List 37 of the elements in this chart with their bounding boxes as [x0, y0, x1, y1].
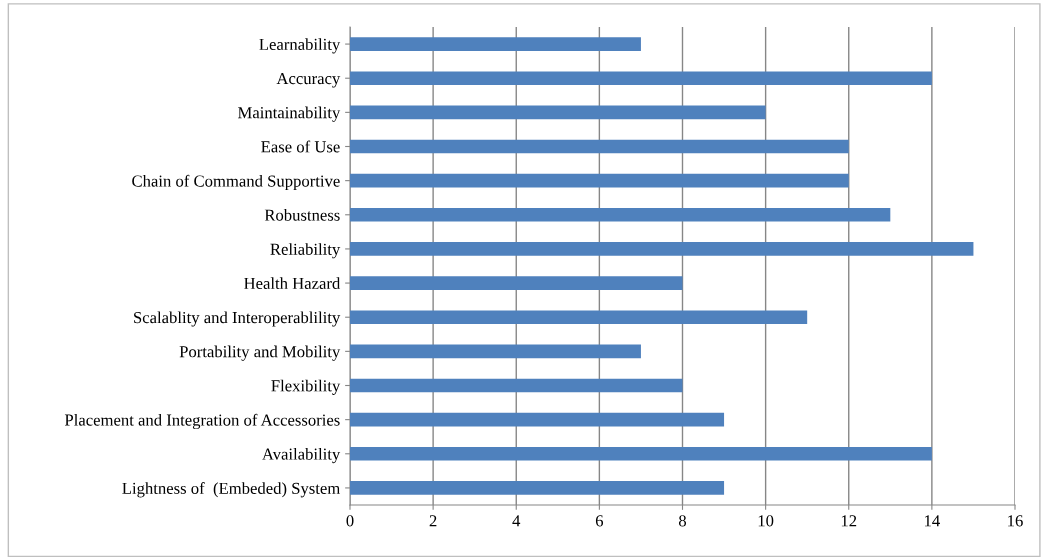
bar: [350, 344, 641, 359]
bar: [350, 310, 808, 325]
x-tick-label: 0: [346, 515, 354, 527]
y-tick-label: Scalablity and Interoperablility: [134, 311, 341, 327]
y-tick-label: Portability and Mobility: [179, 345, 341, 361]
x-tick-label: 6: [595, 515, 604, 527]
y-tick-label: Accuracy: [276, 72, 341, 88]
y-tick-label: Robustness: [264, 209, 340, 221]
y-tick-label: Learnability: [259, 38, 341, 54]
y-tick-label: Lightness of (Embeded) System: [122, 482, 341, 498]
y-tick-label: Placement and Integration of Accessories: [64, 413, 340, 430]
bar: [350, 173, 849, 188]
y-tick-label: Availability: [262, 448, 341, 464]
y-tick-label: Maintainability: [238, 106, 341, 122]
y-tick-label: Flexibility: [271, 379, 341, 395]
x-tick-label: 8: [678, 515, 687, 527]
bar: [350, 37, 641, 51]
bar: [350, 71, 932, 86]
y-tick-label: Chain of Command Supportive: [132, 174, 340, 191]
y-tick-label: Ease of Use: [261, 140, 340, 153]
bar: [350, 412, 725, 427]
x-tick-label: 14: [925, 515, 940, 527]
bar: [350, 446, 932, 461]
x-tick-label: 2: [429, 515, 437, 527]
bar: [350, 105, 766, 120]
bar: [350, 242, 974, 256]
x-tick-label: 12: [841, 515, 857, 527]
bar: [350, 207, 891, 222]
bar: [350, 139, 849, 154]
bar: [350, 481, 725, 495]
bar: [350, 276, 683, 290]
x-tick-label: 4: [512, 515, 521, 527]
y-tick-label: Health Hazard: [244, 277, 341, 290]
y-tick-label: Reliability: [270, 243, 341, 259]
x-tick-label: 10: [758, 515, 774, 527]
x-tick-label: 16: [1008, 515, 1023, 527]
bar: [350, 378, 683, 393]
